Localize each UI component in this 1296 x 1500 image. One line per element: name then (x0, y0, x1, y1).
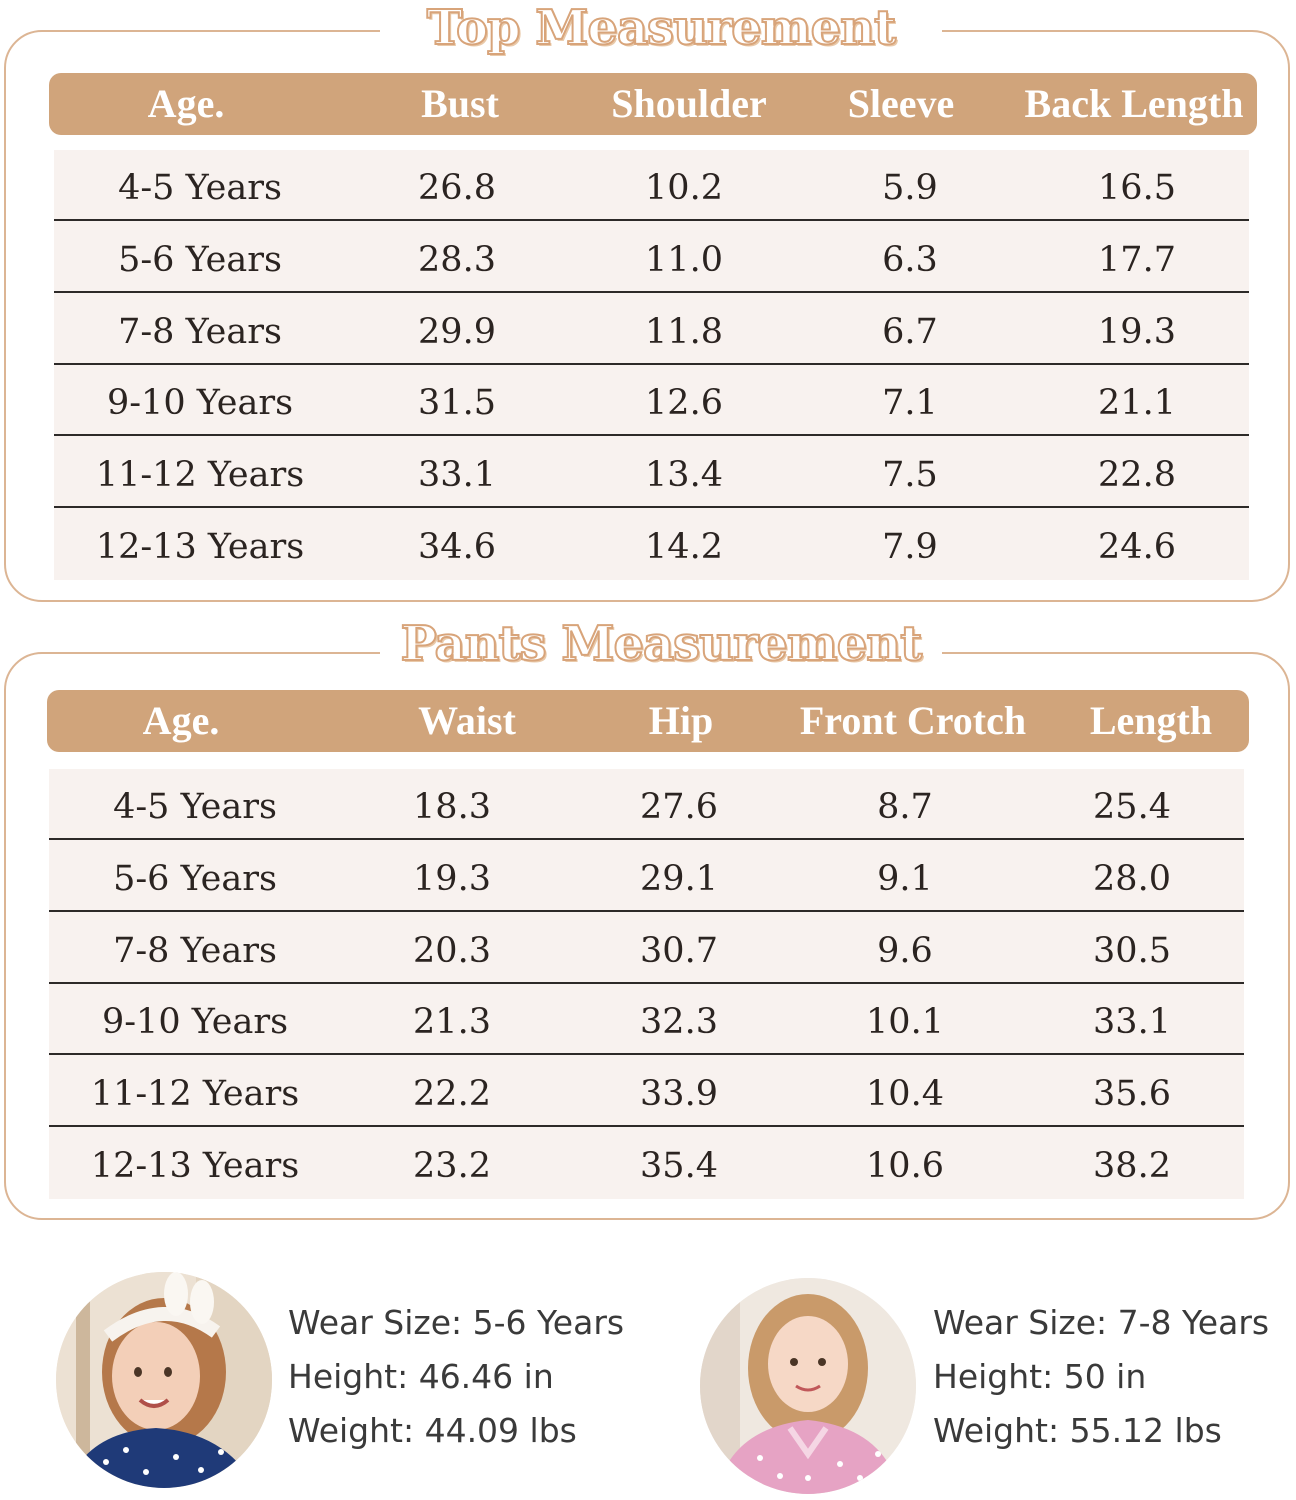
waist-cell: 23.2 (413, 1146, 491, 1186)
shoulder-cell: 10.2 (645, 168, 723, 208)
length-cell: 25.4 (1093, 787, 1171, 827)
table-row: 12-13 Years 23.2 35.4 10.6 38.2 (49, 1128, 1244, 1199)
top-table-header: Age. Bust Shoulder Sleeve Back Length (49, 73, 1257, 135)
sleeve-cell: 6.3 (882, 240, 938, 280)
pants-measurement-title: Pants Measurement (380, 614, 942, 678)
pants-table-header: Age. Waist Hip Front Crotch Length (47, 690, 1249, 752)
hip-cell: 30.7 (640, 931, 718, 971)
table-row: 5-6 Years 19.3 29.1 9.1 28.0 (49, 841, 1244, 912)
front-crotch-cell: 9.6 (877, 931, 933, 971)
sleeve-cell: 7.5 (882, 455, 938, 495)
hip-cell: 27.6 (640, 787, 718, 827)
table-row: 12-13 Years 34.6 14.2 7.9 24.6 (54, 509, 1249, 580)
sleeve-cell: 7.1 (882, 383, 938, 423)
wear-size-label: Wear Size: 5-6 Years (288, 1303, 625, 1342)
model-photo-1 (56, 1272, 272, 1488)
height-label: Height: 46.46 in (288, 1357, 554, 1396)
table-row: 7-8 Years 29.9 11.8 6.7 19.3 (54, 294, 1249, 365)
back-length-cell: 21.1 (1098, 383, 1176, 423)
length-cell: 30.5 (1093, 931, 1171, 971)
back-length-cell: 24.6 (1098, 527, 1176, 567)
shoulder-cell: 13.4 (645, 455, 723, 495)
table-row: 5-6 Years 28.3 11.0 6.3 17.7 (54, 222, 1249, 293)
age-cell: 12-13 Years (90, 1146, 300, 1186)
weight-label: Weight: 44.09 lbs (288, 1411, 577, 1450)
bust-cell: 34.6 (418, 527, 496, 567)
table-row: 11-12 Years 33.1 13.4 7.5 22.8 (54, 437, 1249, 508)
waist-cell: 21.3 (413, 1002, 491, 1042)
table-row: 11-12 Years 22.2 33.9 10.4 35.6 (49, 1056, 1244, 1127)
weight-label: Weight: 55.12 lbs (933, 1411, 1222, 1450)
height-label: Height: 50 in (933, 1357, 1147, 1396)
shoulder-cell: 12.6 (645, 383, 723, 423)
model-photo-2 (700, 1278, 916, 1494)
pants-header-hip: Hip (648, 698, 714, 743)
pants-header-front-crotch: Front Crotch (799, 698, 1027, 743)
table-row: 7-8 Years 20.3 30.7 9.6 30.5 (49, 913, 1244, 984)
sleeve-cell: 5.9 (882, 168, 938, 208)
top-header-bust: Bust (421, 81, 499, 126)
bust-cell: 26.8 (418, 168, 496, 208)
top-header-back-length: Back Length (1024, 81, 1244, 126)
shoulder-cell: 11.8 (645, 312, 723, 352)
age-cell: 9-10 Years (101, 1002, 289, 1042)
back-length-cell: 22.8 (1098, 455, 1176, 495)
model-1-info: Wear Size: 5-6 Years Height: 46.46 in We… (288, 1296, 624, 1458)
waist-cell: 22.2 (413, 1074, 491, 1114)
top-header-shoulder: Shoulder (611, 81, 767, 126)
age-cell: 4-5 Years (113, 787, 277, 827)
top-header-sleeve: Sleeve (847, 81, 955, 126)
front-crotch-cell: 10.4 (866, 1074, 944, 1114)
age-cell: 7-8 Years (113, 931, 277, 971)
age-cell: 7-8 Years (118, 312, 282, 352)
age-cell: 11-12 Years (95, 455, 305, 495)
model-2-info: Wear Size: 7-8 Years Height: 50 in Weigh… (933, 1296, 1269, 1458)
sleeve-cell: 7.9 (882, 527, 938, 567)
front-crotch-cell: 8.7 (877, 787, 933, 827)
age-cell: 11-12 Years (90, 1074, 300, 1114)
table-row: 4-5 Years 18.3 27.6 8.7 25.4 (49, 769, 1244, 840)
front-crotch-cell: 9.1 (877, 859, 933, 899)
age-cell: 5-6 Years (113, 859, 277, 899)
hip-cell: 32.3 (640, 1002, 718, 1042)
bust-cell: 33.1 (418, 455, 496, 495)
waist-cell: 19.3 (413, 859, 491, 899)
sleeve-cell: 6.7 (882, 312, 938, 352)
wear-size-label: Wear Size: 7-8 Years (933, 1303, 1270, 1342)
age-cell: 12-13 Years (95, 527, 305, 567)
shoulder-cell: 14.2 (645, 527, 723, 567)
waist-cell: 18.3 (413, 787, 491, 827)
length-cell: 38.2 (1093, 1146, 1171, 1186)
table-row: 4-5 Years 26.8 10.2 5.9 16.5 (54, 150, 1249, 221)
shoulder-cell: 11.0 (645, 240, 723, 280)
front-crotch-cell: 10.1 (866, 1002, 944, 1042)
back-length-cell: 17.7 (1098, 240, 1176, 280)
table-row: 9-10 Years 21.3 32.3 10.1 33.1 (49, 984, 1244, 1055)
length-cell: 28.0 (1093, 859, 1171, 899)
age-cell: 4-5 Years (118, 168, 282, 208)
hip-cell: 35.4 (640, 1146, 718, 1186)
length-cell: 35.6 (1093, 1074, 1171, 1114)
age-cell: 5-6 Years (118, 240, 282, 280)
pants-header-waist: Waist (418, 698, 516, 743)
bust-cell: 29.9 (418, 312, 496, 352)
back-length-cell: 19.3 (1098, 312, 1176, 352)
pants-header-length: Length (1089, 698, 1213, 743)
top-table-body: 4-5 Years 26.8 10.2 5.9 16.5 5-6 Years 2… (54, 150, 1249, 580)
length-cell: 33.1 (1093, 1002, 1171, 1042)
hip-cell: 29.1 (640, 859, 718, 899)
bust-cell: 28.3 (418, 240, 496, 280)
front-crotch-cell: 10.6 (866, 1146, 944, 1186)
back-length-cell: 16.5 (1098, 168, 1176, 208)
top-measurement-title: Top Measurement (380, 0, 942, 62)
hip-cell: 33.9 (640, 1074, 718, 1114)
pants-header-age: Age. (142, 698, 220, 743)
waist-cell: 20.3 (413, 931, 491, 971)
age-cell: 9-10 Years (106, 383, 294, 423)
pants-table-body: 4-5 Years 18.3 27.6 8.7 25.4 5-6 Years 1… (49, 769, 1244, 1199)
bust-cell: 31.5 (418, 383, 496, 423)
top-header-age: Age. (147, 81, 225, 126)
table-row: 9-10 Years 31.5 12.6 7.1 21.1 (54, 365, 1249, 436)
